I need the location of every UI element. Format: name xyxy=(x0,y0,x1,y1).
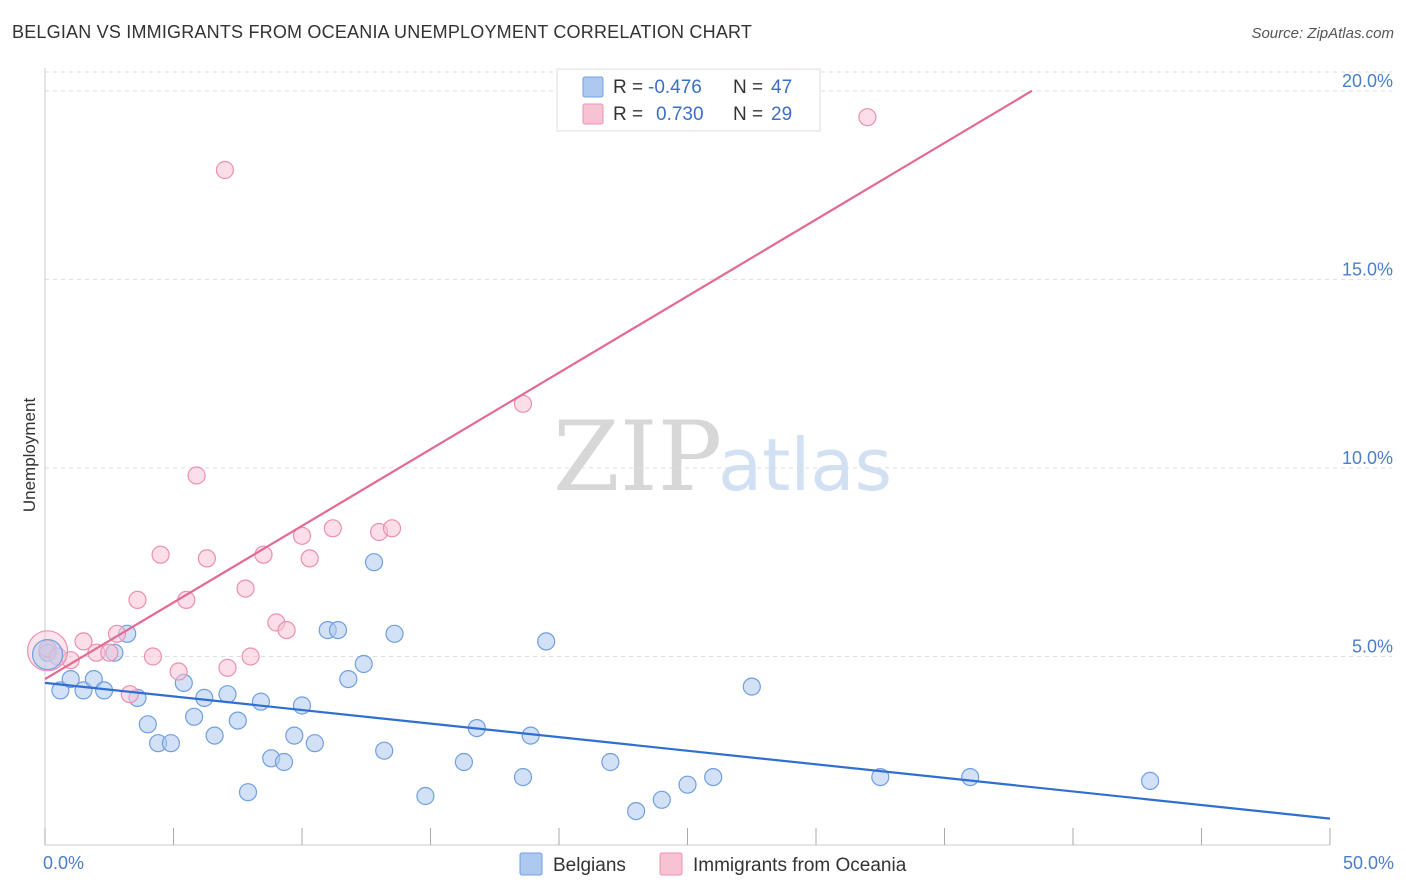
point-oceania xyxy=(151,545,170,564)
point-oceania xyxy=(858,108,877,127)
point-belgians xyxy=(274,752,294,772)
point-oceania xyxy=(143,647,162,666)
point-belgians xyxy=(305,734,324,753)
legend-n-value-1: 47 xyxy=(771,77,792,98)
point-oceania xyxy=(382,519,402,538)
point-belgians xyxy=(626,801,646,821)
bottom-legend-swatch-oceania xyxy=(659,852,683,876)
y-tick-label: 20.0% xyxy=(1342,71,1393,91)
legend-r-value-2: 0.730 xyxy=(656,104,704,125)
point-belgians xyxy=(678,775,697,794)
legend-n-label-1: N = xyxy=(733,77,763,98)
point-oceania xyxy=(215,160,234,180)
point-belgians xyxy=(354,654,373,674)
point-belgians xyxy=(161,734,180,753)
point-belgians xyxy=(537,632,556,651)
point-oceania xyxy=(277,620,296,640)
point-belgians xyxy=(1140,771,1160,791)
point-oceania xyxy=(241,647,260,666)
gridlines xyxy=(45,71,1392,657)
point-belgians xyxy=(205,726,224,745)
point-belgians xyxy=(339,669,358,689)
y-axis-ticks: 5.0% 10.0% 15.0% 20.0% xyxy=(1342,71,1393,657)
point-oceania xyxy=(100,643,119,662)
point-belgians xyxy=(195,688,214,708)
bottom-legend: Belgians Immigrants from Oceania xyxy=(519,852,907,876)
point-belgians xyxy=(238,783,258,802)
y-tick-label: 15.0% xyxy=(1342,259,1393,279)
point-cluster-oceania xyxy=(26,630,69,672)
x-tick-label-min: 0.0% xyxy=(43,853,84,873)
point-belgians xyxy=(328,620,348,640)
legend-swatch-belgians xyxy=(582,76,604,98)
point-belgians xyxy=(285,726,304,745)
trend-lines xyxy=(44,89,1331,820)
trend-line-oceania xyxy=(44,89,1033,681)
trend-line-belgians xyxy=(44,681,1331,820)
point-belgians xyxy=(228,711,247,730)
y-axis-label: Unemployment xyxy=(20,398,39,513)
point-belgians xyxy=(251,692,270,711)
point-oceania xyxy=(197,549,216,568)
legend: R = -0.476 N = 47 R = 0.730 N = 29 xyxy=(556,68,821,132)
point-belgians xyxy=(385,624,404,643)
legend-r-value-1: -0.476 xyxy=(648,77,702,98)
point-belgians xyxy=(218,685,237,704)
data-points xyxy=(26,108,1160,821)
point-belgians xyxy=(871,767,890,787)
point-belgians xyxy=(454,752,473,772)
legend-r-label-2: R = xyxy=(613,104,643,125)
point-belgians xyxy=(51,681,70,700)
point-oceania xyxy=(292,526,312,545)
bottom-legend-label-oceania: Immigrants from Oceania xyxy=(693,855,907,876)
point-belgians xyxy=(138,715,157,734)
point-cluster-belgians xyxy=(31,638,64,671)
bottom-legend-label-belgians: Belgians xyxy=(553,855,626,876)
point-oceania xyxy=(323,519,342,538)
y-tick-label: 10.0% xyxy=(1342,448,1393,468)
point-belgians xyxy=(185,707,204,726)
point-oceania xyxy=(187,466,206,485)
point-oceania xyxy=(218,658,237,677)
chart-title: BELGIAN VS IMMIGRANTS FROM OCEANIA UNEMP… xyxy=(12,22,752,42)
watermark: ZIP atlas xyxy=(553,401,892,513)
point-belgians xyxy=(61,669,80,689)
point-belgians xyxy=(513,767,533,787)
point-belgians xyxy=(704,767,723,787)
legend-n-value-2: 29 xyxy=(771,104,792,125)
x-tick-label-max: 50.0% xyxy=(1343,853,1394,873)
bottom-legend-swatch-belgians xyxy=(519,852,543,876)
point-oceania xyxy=(128,590,147,610)
source-label: Source: ZipAtlas.com xyxy=(1251,25,1394,42)
watermark-zip: ZIP xyxy=(553,401,722,513)
point-oceania xyxy=(120,685,139,704)
point-belgians xyxy=(601,752,620,772)
point-belgians xyxy=(961,767,980,787)
point-belgians xyxy=(652,790,671,809)
point-oceania xyxy=(169,662,188,681)
y-tick-label: 5.0% xyxy=(1352,636,1393,656)
point-belgians xyxy=(375,741,394,760)
point-belgians xyxy=(364,553,384,572)
point-belgians xyxy=(416,786,435,806)
legend-r-label-1: R = xyxy=(613,77,643,98)
point-belgians xyxy=(742,677,761,696)
legend-n-label-2: N = xyxy=(733,104,763,125)
point-oceania xyxy=(236,579,255,598)
legend-swatch-oceania xyxy=(582,103,604,125)
point-oceania xyxy=(74,632,93,651)
watermark-atlas: atlas xyxy=(718,423,892,507)
x-axis: 0.0% 50.0% xyxy=(43,68,1394,873)
point-oceania xyxy=(300,549,319,568)
